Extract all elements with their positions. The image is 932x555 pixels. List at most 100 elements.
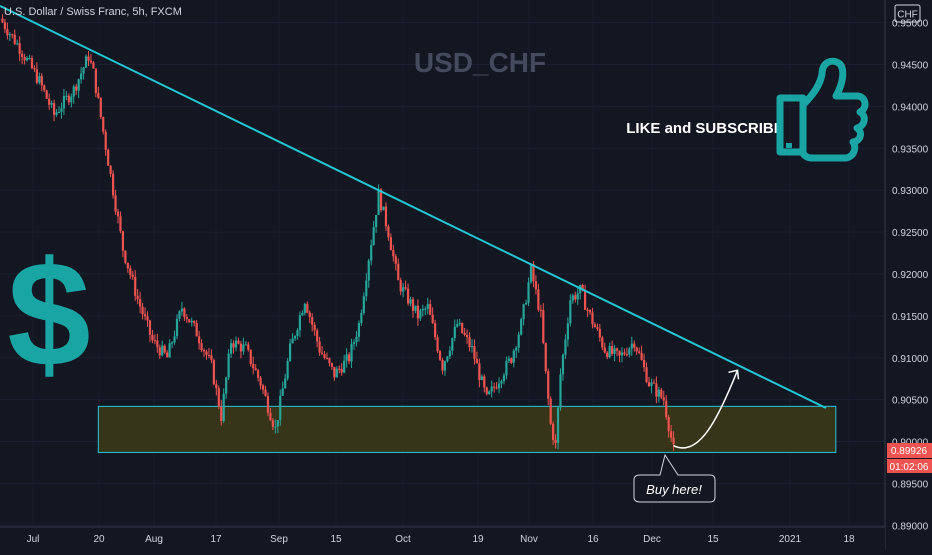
- candle-body: [542, 310, 545, 343]
- currency-label: CHF: [897, 10, 918, 21]
- time-tick-label: 16: [587, 534, 599, 545]
- candle-body: [279, 395, 282, 421]
- time-tick-label: 15: [330, 534, 342, 545]
- candle-body: [239, 343, 243, 352]
- candle-body: [207, 355, 211, 357]
- candle-body: [35, 69, 38, 83]
- candle-body: [657, 389, 660, 397]
- candle-body: [414, 305, 417, 311]
- candle-body: [210, 355, 213, 361]
- price-tick-label: 0.95000: [892, 19, 929, 30]
- candle-body: [126, 262, 129, 269]
- candle-body: [261, 385, 265, 390]
- candle-body: [286, 360, 289, 379]
- candle-body: [87, 56, 90, 61]
- candle-body: [335, 368, 338, 378]
- candle-body: [434, 323, 437, 338]
- candle-body: [215, 384, 218, 389]
- candle-body: [389, 237, 392, 251]
- candle-body: [111, 173, 115, 196]
- candle-body: [485, 387, 488, 395]
- candle-body: [325, 357, 329, 359]
- currency-badge[interactable]: [894, 4, 921, 23]
- candle-body: [249, 349, 252, 364]
- price-axis[interactable]: 0.95000 0.94500 0.94000 0.93500 0.93000 0.925…: [884, 0, 932, 550]
- candle-body: [161, 345, 164, 356]
- candle-body: [202, 350, 206, 352]
- candle-body: [11, 34, 14, 36]
- candle-body: [576, 293, 579, 300]
- candle-body: [288, 343, 292, 361]
- time-axis[interactable]: Jul 20 Aug 17 Sep 15 Oct 19 Nov 16 Dec 15 2021 18: [0, 526, 885, 550]
- candle-body: [402, 287, 405, 292]
- candle-body: [62, 95, 66, 109]
- candle-body: [458, 322, 461, 325]
- candle-body: [107, 149, 110, 166]
- candle-body: [365, 280, 368, 297]
- price-tick-label: 0.89500: [892, 479, 929, 490]
- candle-body: [316, 330, 319, 342]
- candle-body: [200, 343, 203, 351]
- candle-body: [195, 323, 198, 337]
- time-tick-label: 17: [210, 534, 222, 545]
- time-tick-label: 18: [843, 534, 855, 545]
- candle-body: [131, 274, 134, 277]
- candle-body: [166, 352, 169, 358]
- candle-body: [92, 62, 95, 69]
- candle-body: [625, 354, 628, 356]
- candle-body: [146, 316, 149, 321]
- candle-body: [141, 306, 144, 315]
- candle-body: [328, 358, 331, 364]
- candle-body: [615, 348, 619, 351]
- candle-body: [298, 315, 302, 331]
- candle-body: [379, 189, 383, 211]
- candle-body: [603, 347, 606, 353]
- candle-body: [559, 374, 562, 408]
- candle-body: [564, 339, 567, 355]
- candle-body: [183, 308, 186, 318]
- price-tick-label: 0.93000: [892, 186, 929, 197]
- svg-text:$: $: [7, 230, 90, 398]
- candle-body: [222, 393, 225, 421]
- candle-body: [350, 343, 353, 362]
- candle-body: [284, 378, 287, 389]
- candle-body: [642, 360, 646, 368]
- candle-body: [397, 263, 400, 281]
- candle-body: [151, 334, 154, 341]
- candle-body: [168, 343, 171, 358]
- candle-body: [665, 400, 668, 418]
- candle-body: [308, 312, 311, 318]
- candle-body: [497, 383, 501, 389]
- candle-body: [229, 343, 233, 354]
- candle-body: [48, 98, 51, 105]
- candle-body: [311, 317, 314, 325]
- candle-body: [175, 318, 179, 337]
- candle-body: [628, 348, 631, 355]
- candle-body: [257, 370, 260, 378]
- candle-body: [544, 342, 547, 372]
- candle-body: [18, 43, 21, 54]
- candle-body: [606, 352, 609, 358]
- candle-body: [470, 346, 474, 348]
- candle-body: [554, 440, 557, 443]
- candle-body: [495, 387, 498, 389]
- candle-body: [198, 336, 201, 344]
- candle-body: [121, 231, 125, 251]
- candle-body: [377, 189, 380, 215]
- thumbs-up-icon: [776, 57, 869, 162]
- candle-body: [38, 76, 41, 83]
- candle-body: [264, 389, 267, 397]
- candle-body: [102, 116, 105, 132]
- candle-body: [623, 352, 626, 355]
- candle-body: [411, 299, 415, 311]
- forecast-arrow-group: [673, 369, 740, 449]
- price-tick-label: 0.92000: [892, 270, 929, 281]
- candle-body: [70, 96, 73, 103]
- descending-trendline: [0, 4, 827, 409]
- dollar-sign-icon: $: [7, 230, 90, 398]
- candle-body: [345, 354, 348, 361]
- price-tick-label: 0.92500: [892, 228, 929, 239]
- candle-body: [465, 334, 469, 338]
